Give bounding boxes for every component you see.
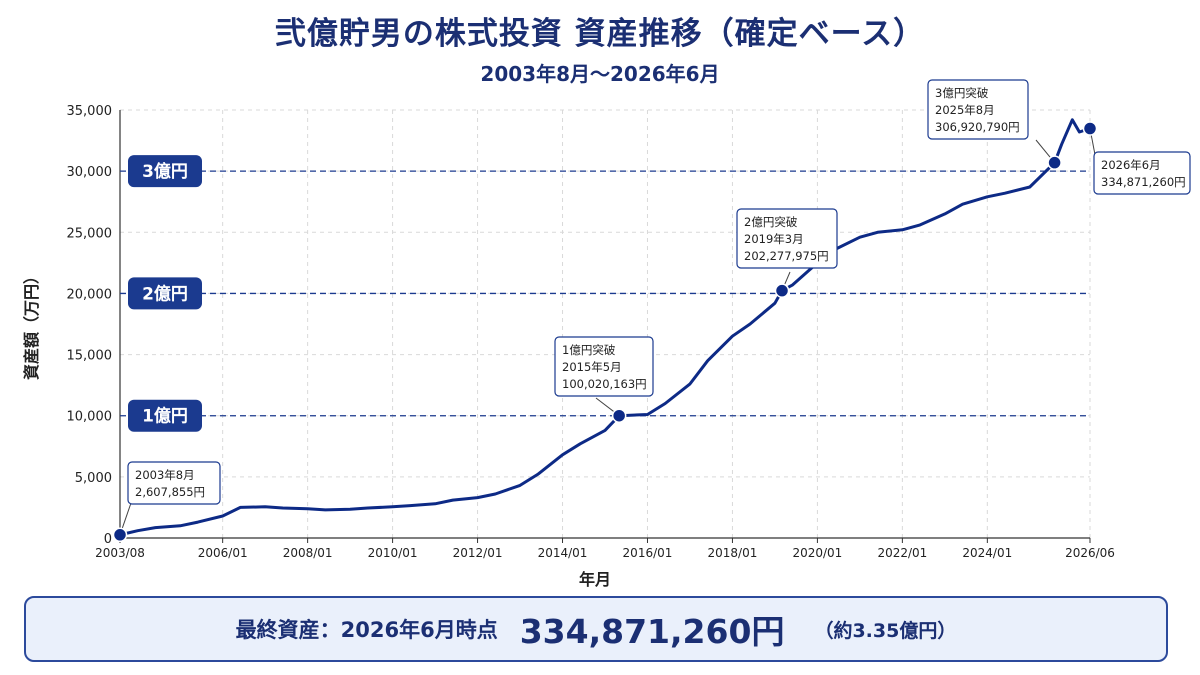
x-tick-label: 2016/01: [623, 546, 673, 560]
annotation-text: 1億円突破: [562, 343, 616, 357]
annotation-text: 2026年6月: [1101, 158, 1161, 172]
chart-title: 弐億貯男の株式投資 資産推移（確定ベース）: [274, 16, 926, 52]
y-tick-label: 15,000: [67, 349, 113, 364]
annotation-point: [112, 527, 128, 543]
asset-line-chart: 0 5,000 10,000 15,000 20,000 25,000 30,000 35,0…: [22, 79, 1191, 589]
annotation-text: 306,920,790円: [935, 120, 1020, 134]
annotation-box: [127, 461, 221, 505]
x-tick-label: 2006/01: [198, 546, 248, 560]
y-tick-label: 0: [104, 532, 112, 547]
y-tick-label: 5,000: [75, 471, 112, 486]
annotation-text: 2025年8月: [935, 103, 995, 117]
reference-badge: [128, 399, 202, 432]
y-axis-title: 資産額（万円）: [22, 268, 41, 380]
x-tick-label: 2024/01: [962, 546, 1012, 560]
annotation-point: [1047, 155, 1062, 170]
y-tick-label: 10,000: [67, 410, 113, 425]
summary-note: （約3.35億円）: [814, 619, 957, 642]
annotation-text: 2019年3月: [744, 232, 804, 246]
annotation-box: [736, 208, 838, 269]
reference-label: 3億円: [142, 161, 188, 182]
annotation-text: 3億円突破: [935, 86, 989, 100]
annotation-text: 2,607,855円: [135, 485, 205, 499]
annotation-point: [774, 283, 790, 298]
annotation-text: 202,277,975円: [744, 249, 829, 263]
y-tick-label: 25,000: [67, 226, 113, 241]
x-tick-label: 2018/01: [708, 546, 758, 560]
reference-label: 1億円: [142, 406, 188, 427]
y-tick-label: 20,000: [67, 287, 113, 302]
y-tick-label: 35,000: [67, 104, 113, 119]
annotation-text: 334,871,260円: [1101, 175, 1186, 189]
summary-value: 334,871,260円: [519, 612, 785, 651]
x-tick-label: 2022/01: [877, 546, 927, 560]
annotation-text: 2億円突破: [744, 215, 798, 229]
annotation-box: [554, 336, 654, 397]
reference-badge: [128, 155, 202, 188]
annotation-text: 2015年5月: [562, 360, 622, 374]
summary-label: 最終資産：2026年6月時点: [235, 618, 498, 642]
x-tick-label: 2010/01: [368, 546, 418, 560]
y-tick-label: 30,000: [67, 165, 113, 180]
x-tick-label: 2026/06: [1065, 546, 1115, 560]
annotation-text: 100,020,163円: [562, 377, 647, 391]
x-axis-title: 年月: [579, 570, 611, 589]
x-tick-label: 2008/01: [283, 546, 333, 560]
reference-label: 2億円: [142, 283, 188, 304]
reference-badge: [128, 277, 202, 310]
annotation-box: [927, 79, 1029, 140]
x-tick-label: 2020/01: [792, 546, 842, 560]
final-asset-summary: 最終資産：2026年6月時点 334,871,260円 （約3.35億円）: [24, 596, 1168, 662]
x-tick-label: 2003/08: [95, 546, 145, 560]
chart-subtitle: 2003年8月～2026年6月: [480, 62, 720, 86]
annotation-text: 2003年8月: [135, 468, 195, 482]
annotation-point: [611, 408, 627, 423]
annotation-box: [1093, 151, 1191, 195]
x-tick-label: 2012/01: [453, 546, 503, 560]
annotation-point: [1082, 121, 1098, 136]
x-tick-label: 2014/01: [538, 546, 588, 560]
series-line: [118, 118, 1092, 537]
